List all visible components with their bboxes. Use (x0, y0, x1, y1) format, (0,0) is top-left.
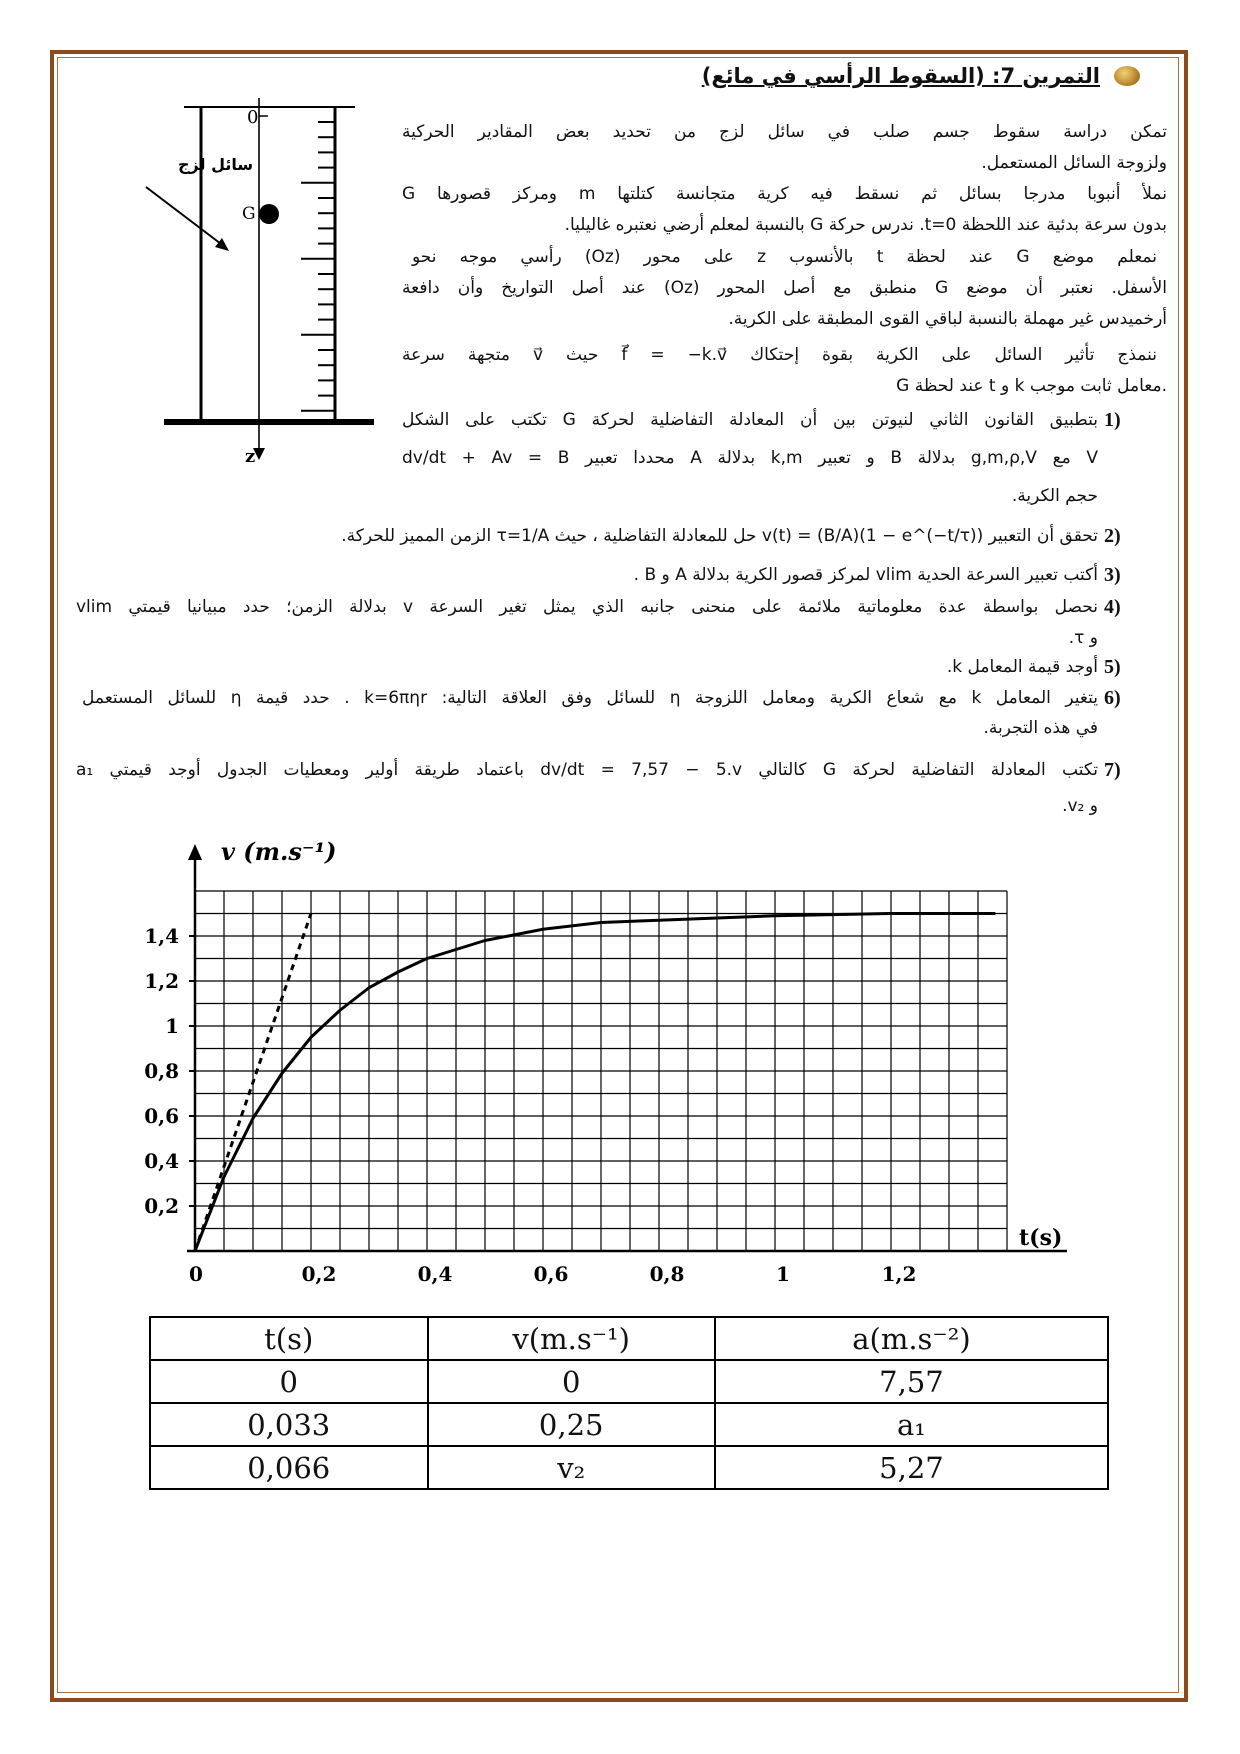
exercise-title: التمرين 7: (السقوط الرأسي في مائع) (701, 64, 1100, 88)
y-tick-label: 0,4 (144, 1149, 179, 1173)
intro-line-4: بدون سرعة بدئية عند اللحظة t=0. ندرس حرك… (564, 215, 1167, 235)
sphere-g (259, 204, 279, 224)
header-v: v(m.s⁻¹) (426, 1316, 716, 1361)
question-7-line-2: و v₂. (1062, 796, 1098, 816)
liquid-pointer-arrowhead-icon (215, 238, 229, 251)
intro-line-8: ننمذج تأثير السائل على الكرية بقوة إحتكا… (402, 345, 1158, 365)
y-tick-label: 1,2 (144, 969, 179, 993)
tube-figure: 0 G z سائل لزج (145, 98, 374, 467)
euler-table: t(s) v(m.s⁻¹) a(m.s⁻²) 0 0 7,57 0,033 0,… (149, 1316, 1110, 1490)
x-axis-label: t(s) (1019, 1225, 1062, 1251)
y-axis-arrow-icon (188, 844, 202, 860)
origin-label: 0 (247, 107, 258, 128)
cell-v: v₂ (426, 1445, 716, 1490)
question-7-number: 7) (1104, 759, 1121, 781)
cell-a: a₁ (713, 1402, 1110, 1447)
cell-t: 0,066 (149, 1445, 429, 1490)
cell-v: 0 (426, 1359, 716, 1404)
y-tick-label: 0,8 (144, 1059, 179, 1083)
header-a: a(m.s⁻²) (713, 1316, 1110, 1361)
gold-bullet-icon (1114, 66, 1140, 86)
cell-t: 0,033 (149, 1402, 429, 1447)
liquid-pointer-arrow (145, 186, 226, 248)
cell-v: 0,25 (426, 1402, 716, 1447)
velocity-chart: 0,2 0,4 0,6 0,8 1 1,2 1,4 0 0,2 0,4 0,6 0,8 1 1,2 v (m… (144, 837, 1067, 1286)
question-6-line-1: يتغير المعامل k مع شعاع الكرية ومعامل ال… (82, 688, 1098, 708)
table-row: 0,033 0,25 a₁ (149, 1402, 1110, 1447)
x-tick-label: 0,6 (534, 1262, 569, 1286)
question-4-line-1: نحصل بواسطة عدة معلوماتية ملائمة على منح… (76, 597, 1098, 617)
intro-line-6: الأسفل. نعتبر أن موضع G منطبق مع أصل الم… (402, 278, 1167, 298)
question-4-line-2: و τ. (1068, 628, 1098, 648)
intro-line-1: تمكن دراسة سقوط جسم صلب في سائل لزج من ت… (402, 122, 1167, 142)
intro-line-5: نمعلم موضع G عند لحظة t بالأنسوب z على م… (412, 247, 1157, 267)
cell-t: 0 (149, 1359, 429, 1404)
axis-label-z: z (245, 446, 255, 467)
header-t: t(s) (149, 1316, 429, 1361)
x-tick-label: 0,2 (302, 1262, 337, 1286)
y-tick-label: 0,6 (144, 1104, 179, 1128)
question-2-number: 2) (1104, 525, 1121, 547)
page-frame-inner (57, 57, 1179, 1693)
question-3-number: 3) (1104, 564, 1121, 586)
table-row: 0,066 v₂ 5,27 (149, 1445, 1110, 1490)
question-4-number: 4) (1104, 596, 1121, 618)
intro-line-9: G عند لحظة t و k معامل ثابت موجب. (896, 376, 1167, 396)
question-7-line-1: تكتب المعادلة التفاضلية لحركة G كالتالي … (76, 760, 1098, 780)
y-tick-label: 1 (165, 1014, 179, 1038)
z-axis-arrow-icon (253, 448, 265, 460)
y-axis-label: v (m.s⁻¹) (221, 837, 336, 866)
cell-a: 5,27 (713, 1445, 1110, 1490)
question-1-line-2: dv/dt + Av = B محددا تعبير A بدلالة k,m … (402, 448, 1098, 468)
x-tick-label: 0 (189, 1262, 203, 1286)
question-1-line-1: بتطبيق القانون الثاني لنيوتن بين أن المع… (402, 410, 1098, 430)
intro-line-2: ولزوجة السائل المستعمل. (981, 153, 1167, 173)
liquid-label: سائل لزج (178, 155, 253, 174)
table-row: 0 0 7,57 (149, 1359, 1110, 1404)
x-tick-label: 1 (776, 1262, 790, 1286)
x-tick-label: 1,2 (882, 1262, 917, 1286)
question-1-line-3: حجم الكرية. (1011, 486, 1098, 506)
velocity-curve (193, 912, 996, 1252)
y-tick-label: 0,2 (144, 1194, 179, 1218)
cell-a: 7,57 (713, 1359, 1110, 1404)
table-header-row: t(s) v(m.s⁻¹) a(m.s⁻²) (149, 1316, 1110, 1361)
y-tick-label: 1,4 (144, 924, 179, 948)
question-1-number: 1) (1104, 409, 1121, 431)
x-tick-label: 0,8 (650, 1262, 685, 1286)
question-6-line-2: في هذه التجربة. (983, 718, 1098, 738)
question-5-number: 5) (1104, 656, 1121, 678)
question-5-line-1: أوجد قيمة المعامل k. (946, 657, 1098, 677)
page-frame (50, 50, 1188, 1702)
question-2-line-1: تحقق أن التعبير v(t) = (B/A)(1 − e^(−t/τ… (341, 526, 1098, 546)
tangent-at-origin-dashed (193, 913, 313, 1252)
intro-line-7: أرخميدس غير مهملة بالنسبة لباقي القوى ال… (728, 309, 1167, 329)
question-6-number: 6) (1104, 687, 1121, 709)
x-tick-label: 0,4 (418, 1262, 453, 1286)
question-3-line-1: أكتب تعبير السرعة الحدية vlim لمركز قصور… (633, 565, 1098, 585)
intro-line-3: نملأ أنبوبا مدرجا بسائل ثم نسقط فيه كرية… (402, 184, 1167, 204)
center-label-g: G (242, 204, 256, 224)
graduation-ticks (301, 121, 334, 412)
